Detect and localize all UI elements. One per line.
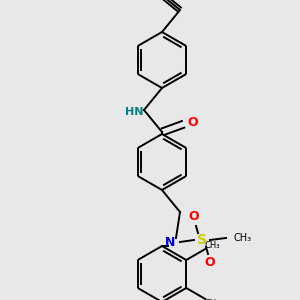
Text: CH₃: CH₃ bbox=[205, 241, 220, 250]
Text: HN: HN bbox=[125, 107, 143, 117]
Text: O: O bbox=[188, 116, 198, 128]
Text: N: N bbox=[165, 236, 175, 248]
Text: O: O bbox=[205, 256, 215, 269]
Text: CH₃: CH₃ bbox=[205, 298, 220, 300]
Text: CH₃: CH₃ bbox=[234, 233, 252, 243]
Text: S: S bbox=[197, 233, 207, 247]
Text: O: O bbox=[189, 211, 199, 224]
